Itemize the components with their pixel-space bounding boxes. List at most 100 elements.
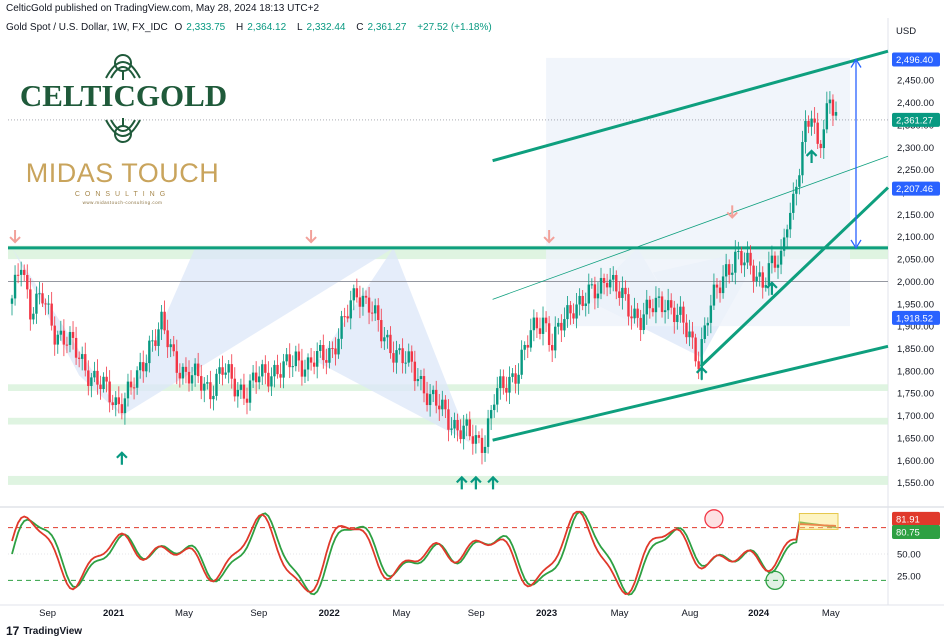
candle <box>132 377 136 400</box>
price-badge-label: 2,496.40 <box>896 55 933 66</box>
candle <box>724 253 728 288</box>
candle <box>151 329 154 352</box>
stoch-tick-label: 25.00 <box>897 572 921 583</box>
candle <box>718 280 722 303</box>
candle-body <box>325 360 328 363</box>
candle-body <box>19 269 23 275</box>
candle <box>422 368 426 403</box>
candle-body <box>319 344 322 351</box>
candle-body <box>407 351 410 363</box>
candle <box>538 317 542 340</box>
candle-body <box>264 364 267 373</box>
candle-body <box>441 399 444 410</box>
candle <box>193 358 197 387</box>
stoch-value-badge <box>892 524 940 539</box>
candle-body <box>175 351 178 373</box>
candle <box>419 369 423 391</box>
candle-body <box>764 285 768 288</box>
candle-body <box>184 366 188 372</box>
candle-body <box>227 364 230 373</box>
candle <box>731 263 734 282</box>
price-badge <box>892 181 940 196</box>
candle <box>474 425 478 454</box>
candle-body <box>84 354 87 371</box>
candle <box>340 310 343 350</box>
candle-body <box>129 381 133 388</box>
candle-body <box>813 118 816 123</box>
candle-body <box>529 330 533 348</box>
candle <box>682 301 685 335</box>
candle <box>389 326 392 359</box>
candle <box>224 363 227 379</box>
candle <box>813 107 816 134</box>
candle <box>361 287 365 316</box>
candle-body <box>541 317 545 334</box>
candle <box>355 278 359 303</box>
candle <box>44 298 47 316</box>
candle-body <box>804 120 807 142</box>
candle-body <box>785 229 789 238</box>
candle <box>251 365 255 388</box>
candle <box>789 202 792 238</box>
candle-body <box>801 141 804 176</box>
candle <box>651 298 655 317</box>
ohlc-line: Gold Spot / U.S. Dollar, 1W, FX_IDC O 2,3… <box>6 22 496 33</box>
candle-body <box>367 297 371 313</box>
candle-body <box>245 398 249 403</box>
candle-body <box>612 274 615 280</box>
celticgold-wordmark: CELTICGOLD <box>19 78 228 113</box>
candle-body <box>480 437 484 453</box>
candle-body <box>233 378 236 397</box>
candle <box>120 393 124 420</box>
up-arrow-icon <box>766 281 778 295</box>
down-arrow-icon <box>305 230 317 244</box>
candle <box>334 337 337 366</box>
candle <box>322 334 325 369</box>
candle-body <box>682 306 685 323</box>
candle <box>782 228 786 257</box>
candle-body <box>520 349 523 375</box>
candle-body <box>401 348 404 364</box>
candle-body <box>666 300 670 311</box>
candle <box>96 359 99 395</box>
measure-arrow-head-bottom <box>850 239 862 250</box>
candle <box>758 261 761 287</box>
candle <box>59 320 63 341</box>
candle <box>761 266 764 299</box>
candle-body <box>685 322 688 338</box>
candle-body <box>65 344 69 346</box>
candle-body <box>355 288 359 298</box>
candle <box>529 318 533 352</box>
candle <box>810 110 813 136</box>
candle <box>624 280 627 301</box>
candle <box>627 287 630 326</box>
candle-body <box>145 363 148 372</box>
stoch-value-label: 80.75 <box>896 527 920 538</box>
candle-body <box>10 298 14 304</box>
candle-body <box>715 284 719 288</box>
price-tick-label: 2,150.00 <box>897 210 934 221</box>
time-tick-label: May <box>611 608 629 619</box>
candle <box>828 91 832 114</box>
candle <box>502 369 505 395</box>
price-badge <box>892 310 940 325</box>
candle <box>370 301 374 322</box>
candle-body <box>447 409 450 430</box>
candle-body <box>383 337 386 342</box>
candle <box>196 352 200 384</box>
candle-body <box>71 331 75 338</box>
candle <box>105 366 108 393</box>
candle-body <box>557 322 560 327</box>
candle <box>236 382 240 408</box>
candle <box>254 361 258 394</box>
candle <box>587 273 590 314</box>
candle-body <box>740 250 743 266</box>
candle-body <box>404 362 407 364</box>
candle <box>642 302 645 335</box>
candle <box>663 299 667 324</box>
candle <box>541 306 545 346</box>
candle-body <box>642 314 645 331</box>
candle <box>175 339 178 385</box>
candle-body <box>663 310 667 313</box>
candle <box>285 347 288 366</box>
